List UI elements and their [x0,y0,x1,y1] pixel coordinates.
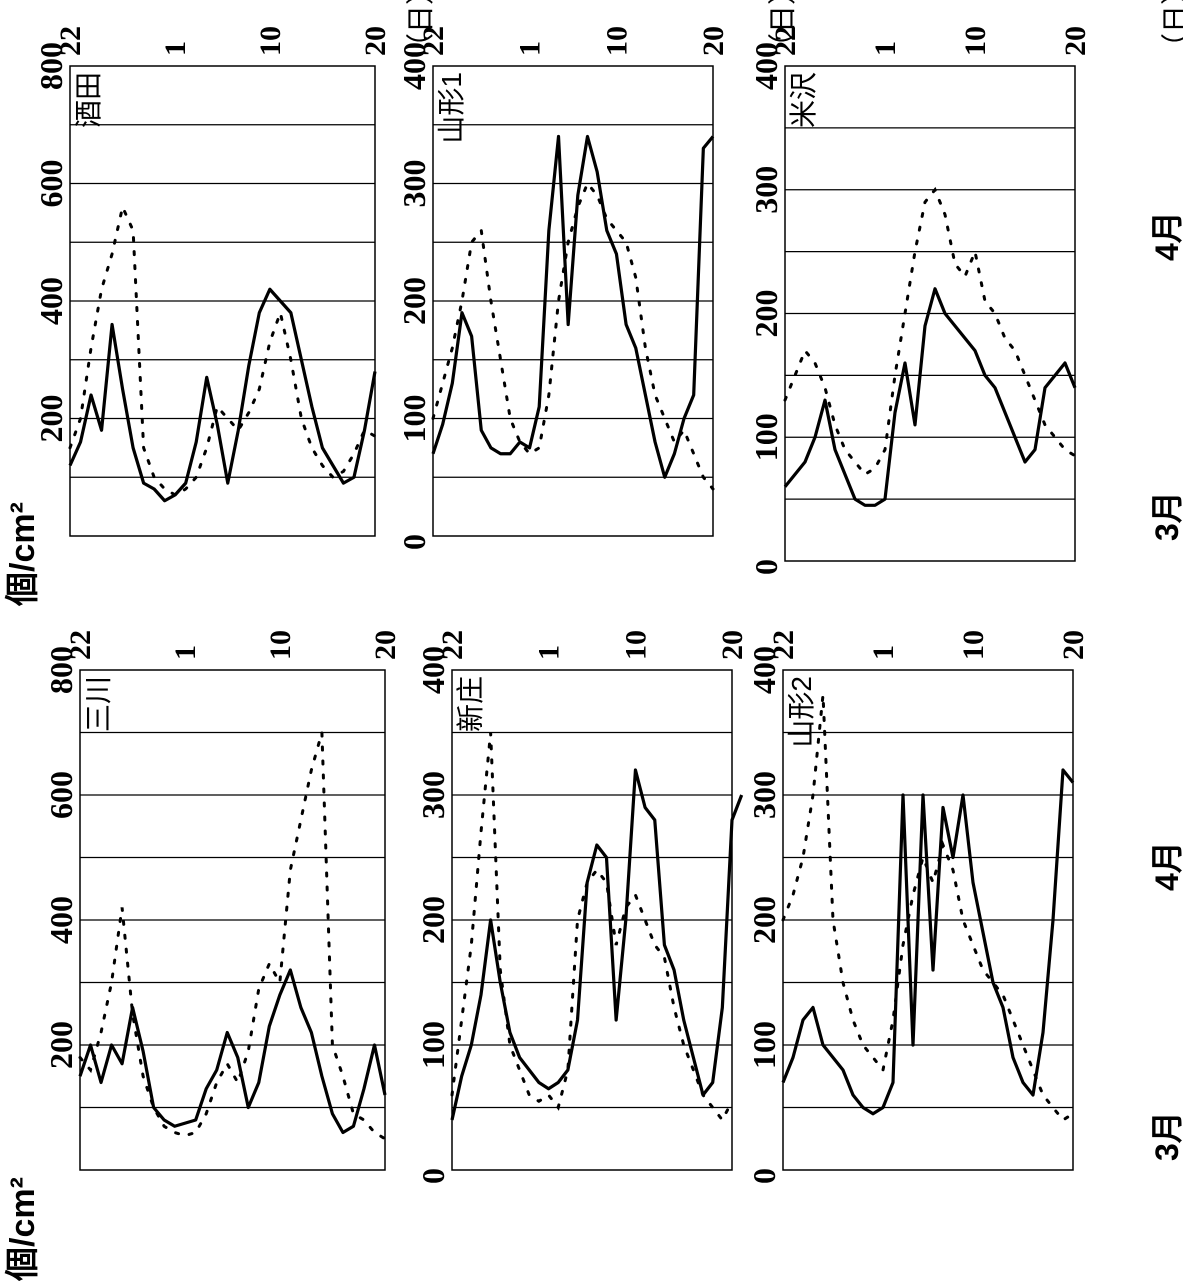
y-tick-label: 0 [748,559,784,575]
series-line-solid [431,134,715,479]
y-tick-label: 400 [415,646,451,694]
x-tick-label: 10 [264,630,297,660]
x-tick-label: 10 [619,630,652,660]
x-tick-label: 1 [159,41,192,56]
y-tick-label: 100 [746,1021,782,1069]
panel-title: 山形1 [436,72,467,144]
x-tick-label: 22 [54,26,87,56]
plot-frame [69,65,376,537]
x-tick-label: 20 [1059,26,1092,56]
x-tick-label: 20 [1057,630,1090,660]
x-tick-label: 1 [169,645,202,660]
series-line-dotted [78,732,387,1141]
x-tick-label: 1 [869,41,902,56]
y-tick-label: 0 [746,1168,782,1184]
x-tick-label: 1 [533,645,566,660]
panel-title: 酒田 [73,72,104,128]
x-unit-label-row1: （日） [1160,0,1183,61]
month-label-april-right: 4月 [1149,211,1183,261]
x-tick-label: 22 [767,630,800,660]
x-tick-label: 10 [600,26,633,56]
series-line-solid [68,287,377,503]
y-tick-label: 200 [43,1021,79,1069]
y-tick-label: 200 [396,277,432,325]
panel-山形1: 100 200 300 400 0 22 1 10 20 山形1 [396,26,730,550]
panel-title: 米沢 [788,72,819,128]
x-tick-label: 1 [867,645,900,660]
x-unit-label-row2: （日） [767,0,798,61]
y-tick-label: 600 [43,771,79,819]
x-tick-label: 20 [359,26,392,56]
y-tick-label: 0 [396,534,432,550]
y-tick-label: 800 [43,646,79,694]
y-unit-label-right: 個/cm² [4,502,42,607]
x-tick-label: 10 [957,630,990,660]
y-tick-label: 200 [33,395,69,443]
x-tick-label: 20 [697,26,730,56]
y-tick-label: 400 [396,42,432,90]
month-label-march-right: 3月 [1149,491,1183,541]
y-unit-label-left: 個/cm² [4,1177,42,1281]
x-tick-label: 20 [716,630,749,660]
plot-frame [79,669,386,1171]
y-tick-label: 100 [396,395,432,443]
y-tick-label: 400 [33,277,69,325]
y-tick-label: 600 [33,160,69,208]
plot-frame [451,669,733,1171]
y-tick-label: 800 [33,42,69,90]
x-tick-label: 22 [417,26,450,56]
y-tick-label: 400 [748,42,784,90]
x-tick-label: 10 [959,26,992,56]
series-line-dotted [431,180,715,491]
y-tick-label: 400 [746,646,782,694]
x-tick-label: 1 [514,41,547,56]
series-line-solid [450,768,744,1121]
series-line-dotted [450,732,734,1123]
y-tick-label: 400 [43,896,79,944]
series-line-solid [78,968,387,1135]
y-tick-label: 300 [415,771,451,819]
panel-新庄: 100 200 300 400 0 22 1 10 20 新庄 [415,630,749,1184]
y-tick-label: 200 [415,896,451,944]
x-tick-label: 20 [369,630,402,660]
x-tick-label: 22 [64,630,97,660]
panel-山形2: 100 200 300 400 0 22 1 10 20 山形2 [746,630,1090,1184]
y-tick-label: 300 [746,771,782,819]
series-line-dotted [781,694,1075,1122]
series-line-dotted [783,186,1077,477]
month-label-march-left: 3月 [1149,1111,1183,1161]
plot-frame [432,65,714,537]
plot-frame [784,65,1076,562]
month-label-april-left: 4月 [1149,841,1183,891]
series-line-solid [781,768,1075,1116]
panel-title: 新庄 [455,676,486,732]
series-line-dotted [68,202,377,497]
panel-米沢: 100 200 300 400 0 22 1 10 20 米沢 [748,26,1092,575]
y-tick-label: 200 [748,290,784,338]
panel-title: 山形2 [786,676,817,748]
x-tick-label: 22 [436,630,469,660]
y-tick-label: 300 [748,166,784,214]
y-tick-label: 100 [415,1021,451,1069]
y-tick-label: 200 [746,896,782,944]
y-tick-label: 300 [396,160,432,208]
y-tick-label: 0 [415,1168,451,1184]
panel-title: 三川 [83,676,114,732]
series-line-solid [783,287,1077,507]
x-tick-label: 10 [254,26,287,56]
y-tick-label: 100 [748,413,784,461]
x-unit-label-row3: （日） [405,0,436,61]
x-tick-label: 22 [769,26,802,56]
